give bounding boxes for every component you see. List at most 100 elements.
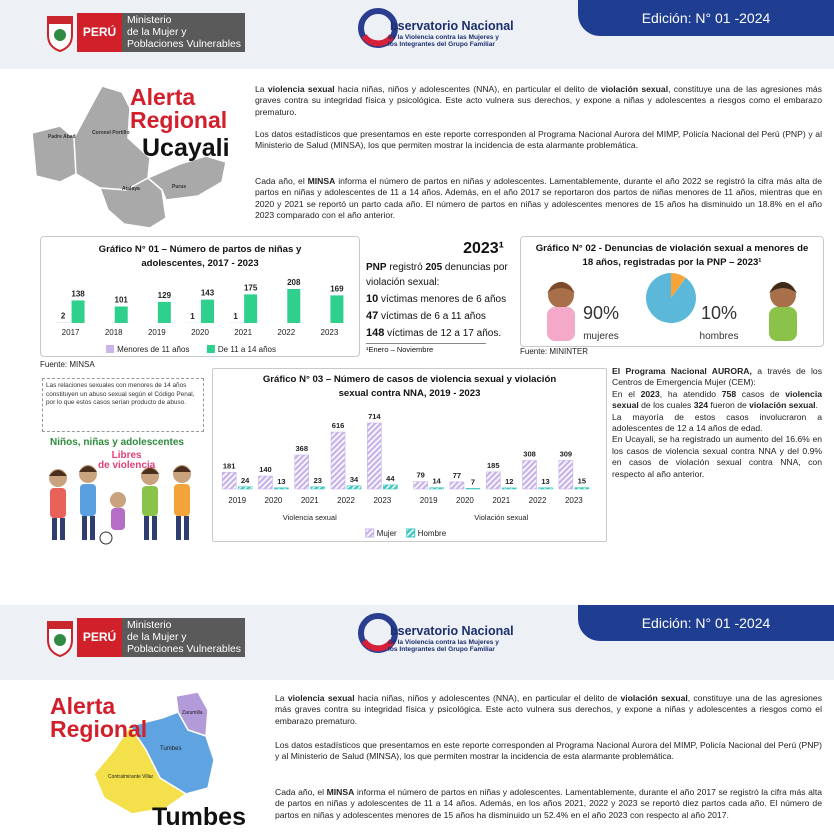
province-label: Coronel Portillo xyxy=(92,130,130,136)
province-label: Zarumilla xyxy=(182,710,203,716)
observatory-sub: de la Violencia contra las Mujeres y los … xyxy=(388,34,499,49)
text-run: Los datos estadísticos que presentamos e… xyxy=(275,740,822,762)
paragraph: Los datos estadísticos que presentamos e… xyxy=(255,129,822,152)
paragraph: La mayoría de estos casos involucraron a… xyxy=(612,412,822,435)
observatory-sub-line: los Integrantes del Grupo Familiar xyxy=(388,41,495,49)
bar xyxy=(258,475,273,490)
pnp-item: 10 víctimas menores de 6 años xyxy=(366,292,516,307)
province-label: Tumbes xyxy=(160,746,181,752)
value-label: 15 xyxy=(578,477,586,486)
x-tick-label: 2017 xyxy=(62,328,80,337)
observatory-title: bservatorio Nacional xyxy=(390,19,514,33)
bar xyxy=(71,300,85,323)
illustration xyxy=(49,465,191,545)
bar xyxy=(201,299,214,323)
observatory-sub: de la Violencia contra las Mujeres y los … xyxy=(388,639,499,654)
pnp-block: 2023¹ PNP registró 205 denuncias por vio… xyxy=(366,238,516,355)
pnp-heading: 2023¹ xyxy=(463,240,504,257)
pnp-label: víctimas de 12 a 17 años. xyxy=(387,328,502,339)
bar xyxy=(465,488,481,490)
paragraph: En el 2023, ha atendido 758 casos de vio… xyxy=(612,389,822,412)
value-label: 1 xyxy=(190,312,195,321)
source: Fuente: MININTER xyxy=(520,347,589,356)
note: Las relaciones sexuales con menores de 1… xyxy=(42,378,204,432)
aurora-intro: El Programa Nacional AURORA, a través de… xyxy=(612,366,822,389)
ministry-box: Ministerio de la Mujer y Poblaciones Vulne… xyxy=(122,618,245,657)
pnp-count: 10 xyxy=(366,293,379,305)
value-label: 175 xyxy=(244,283,258,292)
map-title-line: Regional xyxy=(130,107,228,133)
badge: PERÚ xyxy=(77,13,122,52)
text-run: fueron de xyxy=(708,400,750,411)
text-run: En Ucayali, se ha registrado un aumento … xyxy=(612,434,822,479)
aurora-title: El Programa Nacional AURORA, xyxy=(612,366,752,376)
value-label: 79 xyxy=(416,471,424,480)
map-title-line: Regional xyxy=(50,716,148,742)
bar xyxy=(287,289,301,323)
pnp-item: 47 víctimas de 6 a 11 años xyxy=(366,309,516,324)
bold-run: violación sexual xyxy=(749,400,816,411)
value-label: 23 xyxy=(314,476,322,485)
legend-swatch xyxy=(365,528,375,538)
region-map: Padre Abad Coronel Portillo Atalaya Puru… xyxy=(31,85,227,229)
bar xyxy=(330,295,344,323)
paragraph: La violencia sexual hacia niñas, niños y… xyxy=(255,84,822,118)
chart-plot: 2017 2 138 2018 101 2019 129 2020 1 143 2021 1 175 20… xyxy=(56,278,344,354)
bar xyxy=(244,294,258,323)
bar xyxy=(367,422,382,490)
pnp-item: 148 víctimas de 12 a 17 años. xyxy=(366,326,516,341)
x-tick-label: 2023 xyxy=(321,328,339,337)
value-label: 77 xyxy=(453,471,461,480)
chart-title: Gráfico N° 03 – Número de casos de viole… xyxy=(262,374,557,399)
logo-ring-accent xyxy=(361,639,395,652)
shield-band xyxy=(49,18,71,24)
bar xyxy=(237,486,253,490)
region-name: Ucayali xyxy=(142,134,230,162)
text-run: hacia niñas, niños y adolescentes (NNA),… xyxy=(354,693,621,703)
observatory-sub-line: de la Violencia contra las Mujeres y xyxy=(388,34,499,41)
pie-slice xyxy=(671,273,686,298)
text-run: Los datos estadísticos que presentamos e… xyxy=(255,129,822,151)
pnp-total: 205 xyxy=(425,262,443,273)
value-label: 34 xyxy=(350,475,359,484)
ministry-line: Poblaciones Vulnerables xyxy=(127,644,241,655)
observatory-title: bservatorio Nacional xyxy=(390,624,514,638)
text-run: , constituye una de las agresiones más g… xyxy=(275,693,822,726)
pnp-count: 47 xyxy=(366,310,379,322)
legend-swatch xyxy=(406,528,416,538)
observatory-sub-line: los Integrantes del Grupo Familiar xyxy=(388,646,495,654)
paragraph: Cada año, el MINSA informa el número de … xyxy=(275,787,822,821)
pnp-summary: PNP registró 205 denuncias por violación… xyxy=(366,260,516,290)
x-tick-label: 2023 xyxy=(565,496,583,505)
legend-swatch xyxy=(206,345,215,353)
banner-line: de violencia xyxy=(98,460,156,471)
x-tick-label: 2018 xyxy=(105,328,123,337)
value-label: 24 xyxy=(241,476,250,485)
x-tick-label: 2021 xyxy=(492,496,510,505)
bold-run: 758 xyxy=(721,388,737,399)
text-run: , ha atendido xyxy=(659,388,722,399)
value-label: 616 xyxy=(332,421,345,430)
shield-logo xyxy=(47,621,73,658)
chart-title: Gráfico N° 02 - Denuncias de violación s… xyxy=(535,243,809,268)
observatory-sub-line: de la Violencia contra las Mujeres y xyxy=(388,639,499,646)
shield-emblem xyxy=(54,634,66,646)
map-title: Alerta Regional xyxy=(130,86,227,132)
group-label: Violencia sexual xyxy=(283,513,337,522)
pnp-count: 148 xyxy=(366,327,385,339)
text-run: , constituye una de las agresiones más g… xyxy=(255,84,822,117)
bar xyxy=(330,431,346,490)
value-label: 12 xyxy=(505,477,513,486)
ministry-line: de la Mujer y xyxy=(127,632,187,643)
header: PERÚ Ministerio de la Mujer y Poblaciones V… xyxy=(0,605,834,680)
bold-run: 2023 xyxy=(640,388,660,399)
value-label: 138 xyxy=(71,289,85,298)
province-label: Atalaya xyxy=(122,186,140,192)
text-run: de los cuales xyxy=(638,400,694,411)
bar xyxy=(346,485,362,490)
value-label: 7 xyxy=(471,477,475,486)
text-run: informa el número de partos en niñas y a… xyxy=(255,176,822,221)
edition-tab: Edición: N° 01 -2024 xyxy=(578,0,834,36)
text-run: La mayoría de estos casos involucraron a… xyxy=(612,411,822,434)
illustration-banner: Libres de violencia xyxy=(98,451,155,471)
